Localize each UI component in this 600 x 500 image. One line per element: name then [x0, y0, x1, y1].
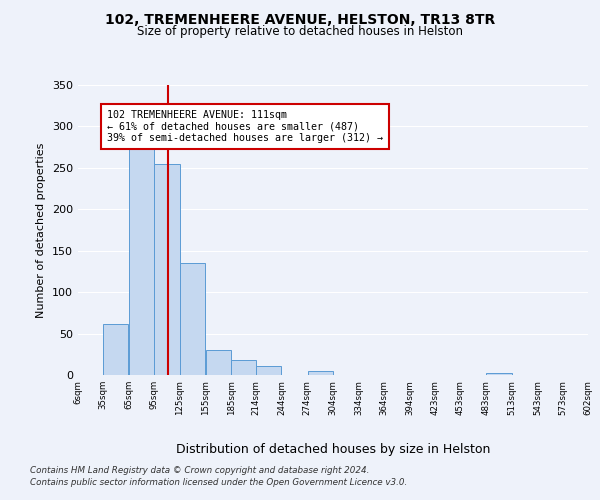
- Bar: [308, 371, 333, 375]
- Text: Contains HM Land Registry data © Crown copyright and database right 2024.: Contains HM Land Registry data © Crown c…: [30, 466, 370, 475]
- Bar: [206, 350, 231, 375]
- Text: 102 TREMENHEERE AVENUE: 111sqm
← 61% of detached houses are smaller (487)
39% of: 102 TREMENHEERE AVENUE: 111sqm ← 61% of …: [107, 110, 383, 143]
- Bar: [180, 263, 205, 375]
- Bar: [487, 374, 512, 375]
- Text: Contains public sector information licensed under the Open Government Licence v3: Contains public sector information licen…: [30, 478, 407, 487]
- Text: Size of property relative to detached houses in Helston: Size of property relative to detached ho…: [137, 25, 463, 38]
- Y-axis label: Number of detached properties: Number of detached properties: [37, 142, 46, 318]
- Text: Distribution of detached houses by size in Helston: Distribution of detached houses by size …: [176, 442, 490, 456]
- Bar: [154, 164, 179, 375]
- Bar: [232, 360, 256, 375]
- Bar: [256, 366, 281, 375]
- Bar: [129, 134, 154, 375]
- Text: 102, TREMENHEERE AVENUE, HELSTON, TR13 8TR: 102, TREMENHEERE AVENUE, HELSTON, TR13 8…: [105, 12, 495, 26]
- Bar: [103, 324, 128, 375]
